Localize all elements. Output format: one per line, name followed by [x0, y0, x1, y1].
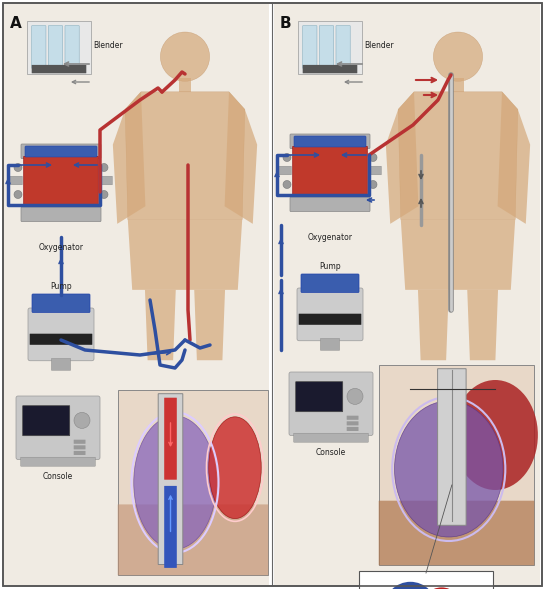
FancyBboxPatch shape: [293, 147, 367, 198]
Text: Pump: Pump: [319, 262, 341, 271]
FancyBboxPatch shape: [179, 78, 191, 92]
FancyBboxPatch shape: [290, 197, 370, 211]
FancyBboxPatch shape: [118, 390, 268, 575]
FancyBboxPatch shape: [100, 176, 112, 185]
FancyBboxPatch shape: [23, 157, 98, 209]
Text: Oxygenator: Oxygenator: [39, 243, 83, 252]
Circle shape: [74, 412, 90, 428]
FancyBboxPatch shape: [320, 339, 340, 350]
FancyBboxPatch shape: [74, 445, 86, 449]
FancyBboxPatch shape: [347, 421, 359, 425]
Polygon shape: [467, 290, 498, 360]
FancyBboxPatch shape: [296, 382, 343, 412]
Ellipse shape: [453, 380, 538, 490]
FancyBboxPatch shape: [369, 166, 382, 175]
FancyBboxPatch shape: [298, 21, 362, 74]
FancyBboxPatch shape: [302, 26, 317, 68]
FancyBboxPatch shape: [28, 308, 94, 360]
Circle shape: [100, 190, 108, 198]
FancyBboxPatch shape: [51, 359, 71, 370]
Polygon shape: [398, 92, 518, 220]
FancyBboxPatch shape: [347, 416, 359, 420]
FancyBboxPatch shape: [274, 4, 540, 585]
FancyBboxPatch shape: [294, 433, 368, 442]
FancyBboxPatch shape: [319, 26, 334, 68]
Circle shape: [433, 32, 483, 81]
FancyBboxPatch shape: [452, 78, 464, 92]
Circle shape: [369, 154, 377, 161]
FancyBboxPatch shape: [16, 396, 100, 459]
Polygon shape: [128, 220, 242, 290]
Circle shape: [160, 32, 210, 81]
Circle shape: [100, 164, 108, 171]
Text: A: A: [10, 16, 22, 31]
Polygon shape: [194, 290, 225, 360]
FancyBboxPatch shape: [379, 365, 534, 565]
Circle shape: [283, 154, 291, 161]
Polygon shape: [418, 290, 449, 360]
Ellipse shape: [134, 416, 216, 549]
FancyBboxPatch shape: [25, 146, 97, 157]
FancyBboxPatch shape: [10, 176, 22, 185]
FancyBboxPatch shape: [21, 144, 101, 158]
Polygon shape: [386, 92, 419, 224]
FancyBboxPatch shape: [438, 369, 466, 525]
FancyBboxPatch shape: [23, 406, 70, 436]
FancyBboxPatch shape: [294, 136, 366, 147]
Ellipse shape: [209, 417, 261, 518]
FancyBboxPatch shape: [299, 314, 361, 325]
FancyBboxPatch shape: [297, 288, 363, 341]
Text: Console: Console: [316, 448, 346, 457]
Text: Blender: Blender: [364, 41, 393, 51]
Polygon shape: [401, 220, 515, 290]
Circle shape: [384, 582, 437, 589]
FancyBboxPatch shape: [336, 26, 350, 68]
FancyBboxPatch shape: [21, 457, 95, 466]
Circle shape: [369, 180, 377, 188]
FancyBboxPatch shape: [301, 274, 359, 293]
FancyBboxPatch shape: [289, 372, 373, 435]
FancyBboxPatch shape: [118, 504, 268, 575]
FancyBboxPatch shape: [359, 571, 493, 589]
Text: Pump: Pump: [50, 282, 72, 291]
Text: B: B: [280, 16, 292, 31]
FancyBboxPatch shape: [74, 440, 86, 444]
FancyBboxPatch shape: [32, 294, 90, 313]
FancyBboxPatch shape: [49, 26, 63, 68]
FancyBboxPatch shape: [32, 65, 86, 73]
Circle shape: [347, 388, 363, 405]
FancyBboxPatch shape: [379, 501, 534, 565]
FancyBboxPatch shape: [347, 427, 359, 431]
Polygon shape: [498, 92, 530, 224]
FancyBboxPatch shape: [74, 451, 86, 455]
Circle shape: [421, 587, 462, 589]
FancyBboxPatch shape: [164, 486, 177, 568]
FancyBboxPatch shape: [290, 134, 370, 148]
FancyBboxPatch shape: [29, 334, 92, 345]
FancyBboxPatch shape: [158, 393, 183, 564]
Text: Console: Console: [43, 472, 73, 481]
FancyBboxPatch shape: [278, 166, 291, 175]
FancyBboxPatch shape: [302, 65, 358, 73]
FancyBboxPatch shape: [21, 207, 101, 221]
Polygon shape: [125, 92, 245, 220]
Circle shape: [14, 190, 22, 198]
Text: Oxygenator: Oxygenator: [307, 233, 353, 242]
FancyBboxPatch shape: [4, 4, 269, 585]
Polygon shape: [113, 92, 146, 224]
Ellipse shape: [395, 401, 503, 537]
FancyBboxPatch shape: [65, 26, 79, 68]
Text: Blender: Blender: [93, 41, 123, 51]
Polygon shape: [145, 290, 175, 360]
FancyBboxPatch shape: [3, 3, 542, 586]
Polygon shape: [225, 92, 257, 224]
Circle shape: [14, 164, 22, 171]
FancyBboxPatch shape: [27, 21, 91, 74]
Circle shape: [283, 180, 291, 188]
FancyBboxPatch shape: [32, 26, 46, 68]
FancyBboxPatch shape: [164, 398, 177, 479]
